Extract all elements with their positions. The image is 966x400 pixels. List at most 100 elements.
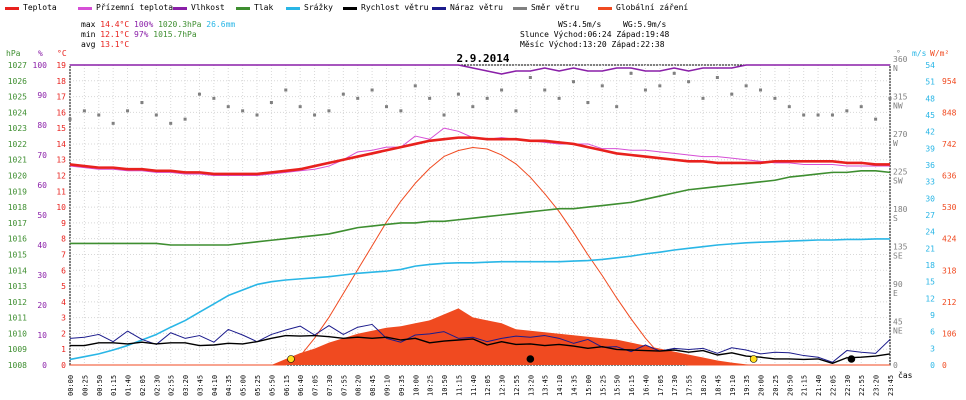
- wind-direction-point: [169, 121, 173, 125]
- legend-swatch: [236, 7, 250, 10]
- percent-tick-label: 30: [37, 271, 47, 280]
- wind-dir-tick-label: W: [893, 139, 898, 148]
- ms-tick-label: 18: [925, 261, 935, 270]
- wind-direction-point: [341, 92, 345, 96]
- stats-max-row: max 14.4°C 100% 1020.3hPa 26.6mm: [81, 20, 235, 29]
- wm2-tick-label: 424: [942, 235, 957, 244]
- x-tick-label: 05:00: [240, 375, 248, 396]
- wind-dir-tick-label: SE: [893, 252, 903, 261]
- percent-tick-label: 60: [37, 181, 47, 190]
- avg-temp: 13.1°C: [100, 40, 130, 49]
- x-tick-label: 07:55: [340, 375, 348, 396]
- x-tick-label: 14:35: [571, 375, 579, 396]
- percent-tick-label: 100: [33, 61, 48, 70]
- x-tick-label: 07:05: [312, 375, 320, 396]
- time-marker: [526, 355, 535, 363]
- max-rain: 26.6mm: [206, 20, 236, 29]
- time-marker: [749, 355, 758, 363]
- moonrise-time: Východ:13:20: [548, 40, 607, 49]
- wind-direction-point: [859, 105, 863, 109]
- hpa-tick-label: 1015: [8, 250, 27, 259]
- wind-direction-point: [356, 96, 360, 100]
- ms-tick-label: 33: [925, 178, 935, 187]
- legend-label: Vlhkost: [191, 3, 225, 12]
- wind-direction-point: [658, 84, 662, 88]
- x-tick-label: 10:00: [412, 375, 420, 396]
- celsius-tick-label: 15: [56, 124, 66, 133]
- hpa-tick-label: 1011: [8, 314, 27, 323]
- wind-dir-tick-label: 45: [893, 318, 903, 327]
- wind-direction-point: [485, 96, 489, 100]
- percent-tick-label: 80: [37, 121, 47, 130]
- hpa-tick-label: 1022: [8, 140, 27, 149]
- avg-label: avg: [81, 40, 96, 49]
- wind-direction-point: [140, 101, 144, 104]
- wind-dir-tick-label: 0: [893, 361, 898, 370]
- wind-direction-point: [557, 96, 561, 100]
- x-tick-label: 17:05: [657, 375, 665, 396]
- wind-direction-point: [298, 105, 302, 109]
- wind-direction-point: [212, 96, 216, 100]
- wind-direction-point: [830, 113, 834, 117]
- x-tick-label: 15:50: [614, 375, 622, 396]
- wind-direction-point: [82, 109, 86, 113]
- celsius-tick-label: 1: [61, 345, 66, 354]
- wind-dir-tick-label: E: [893, 289, 898, 298]
- wind-direction-point: [586, 101, 590, 104]
- x-tick-label: 13:45: [542, 375, 550, 396]
- x-tick-label: 17:55: [686, 375, 694, 396]
- x-tick-label: 06:15: [283, 375, 291, 396]
- x-tick-label: 14:10: [556, 375, 564, 396]
- hpa-tick-label: 1013: [8, 282, 27, 291]
- x-tick-label: 12:30: [499, 375, 507, 396]
- wind-direction-point: [111, 121, 115, 125]
- percent-tick-label: 0: [42, 361, 47, 370]
- celsius-tick-label: 9: [61, 219, 66, 228]
- wind-dir-tick-label: 135: [893, 243, 908, 252]
- wind-direction-point: [183, 117, 187, 121]
- wind-direction-point: [197, 92, 201, 96]
- x-tick-label: 04:35: [225, 375, 233, 396]
- legend-label: Srážky: [304, 3, 333, 12]
- x-tick-label: 10:25: [427, 375, 435, 396]
- x-tick-label: 21:40: [815, 375, 823, 396]
- stats-min-row: min 12.1°C 97% 1015.7hPa: [81, 30, 197, 39]
- x-tick-label: 18:45: [714, 375, 722, 396]
- sunrise-time: Východ:06:24: [553, 30, 612, 39]
- axis-title-celsius: °C: [57, 49, 67, 58]
- wm2-tick-label: 954: [942, 77, 957, 86]
- x-tick-label: 01:15: [110, 375, 118, 396]
- legend-swatch: [513, 7, 527, 10]
- wind-direction-point: [471, 105, 475, 109]
- celsius-tick-label: 19: [56, 61, 66, 70]
- plot-frame: [69, 64, 891, 366]
- hpa-tick-label: 1016: [8, 235, 27, 244]
- wind-direction-point: [399, 109, 403, 113]
- rain-line: [69, 238, 890, 361]
- wind-direction-point: [241, 109, 245, 113]
- wm2-tick-label: 848: [942, 108, 957, 117]
- hpa-tick-label: 1024: [8, 108, 27, 117]
- chart-title: 2.9.2014: [457, 52, 510, 65]
- ms-tick-label: 27: [925, 211, 935, 220]
- percent-tick-label: 50: [37, 211, 47, 220]
- wind-direction-point: [327, 109, 331, 113]
- ms-tick-label: 3: [930, 344, 935, 353]
- pressure-line: [70, 169, 891, 246]
- x-tick-label: 15:00: [585, 375, 593, 396]
- wind-direction-point: [154, 113, 158, 117]
- x-tick-label: 03:45: [196, 375, 204, 396]
- x-tick-label: 13:20: [527, 375, 535, 396]
- wind-direction-point: [255, 113, 259, 117]
- celsius-tick-label: 4: [61, 298, 66, 307]
- wind-direction-point: [528, 76, 532, 79]
- x-tick-label: 22:55: [858, 375, 866, 396]
- max-label: max: [81, 20, 96, 29]
- x-tick-label: 11:15: [455, 375, 463, 396]
- legend-label: Tlak: [254, 3, 274, 12]
- wind-direction-point: [543, 88, 547, 92]
- x-tick-label: 20:50: [786, 375, 794, 396]
- x-tick-label: 10:50: [441, 375, 449, 396]
- x-tick-label: 01:40: [125, 375, 133, 396]
- wind-direction-point: [514, 109, 518, 113]
